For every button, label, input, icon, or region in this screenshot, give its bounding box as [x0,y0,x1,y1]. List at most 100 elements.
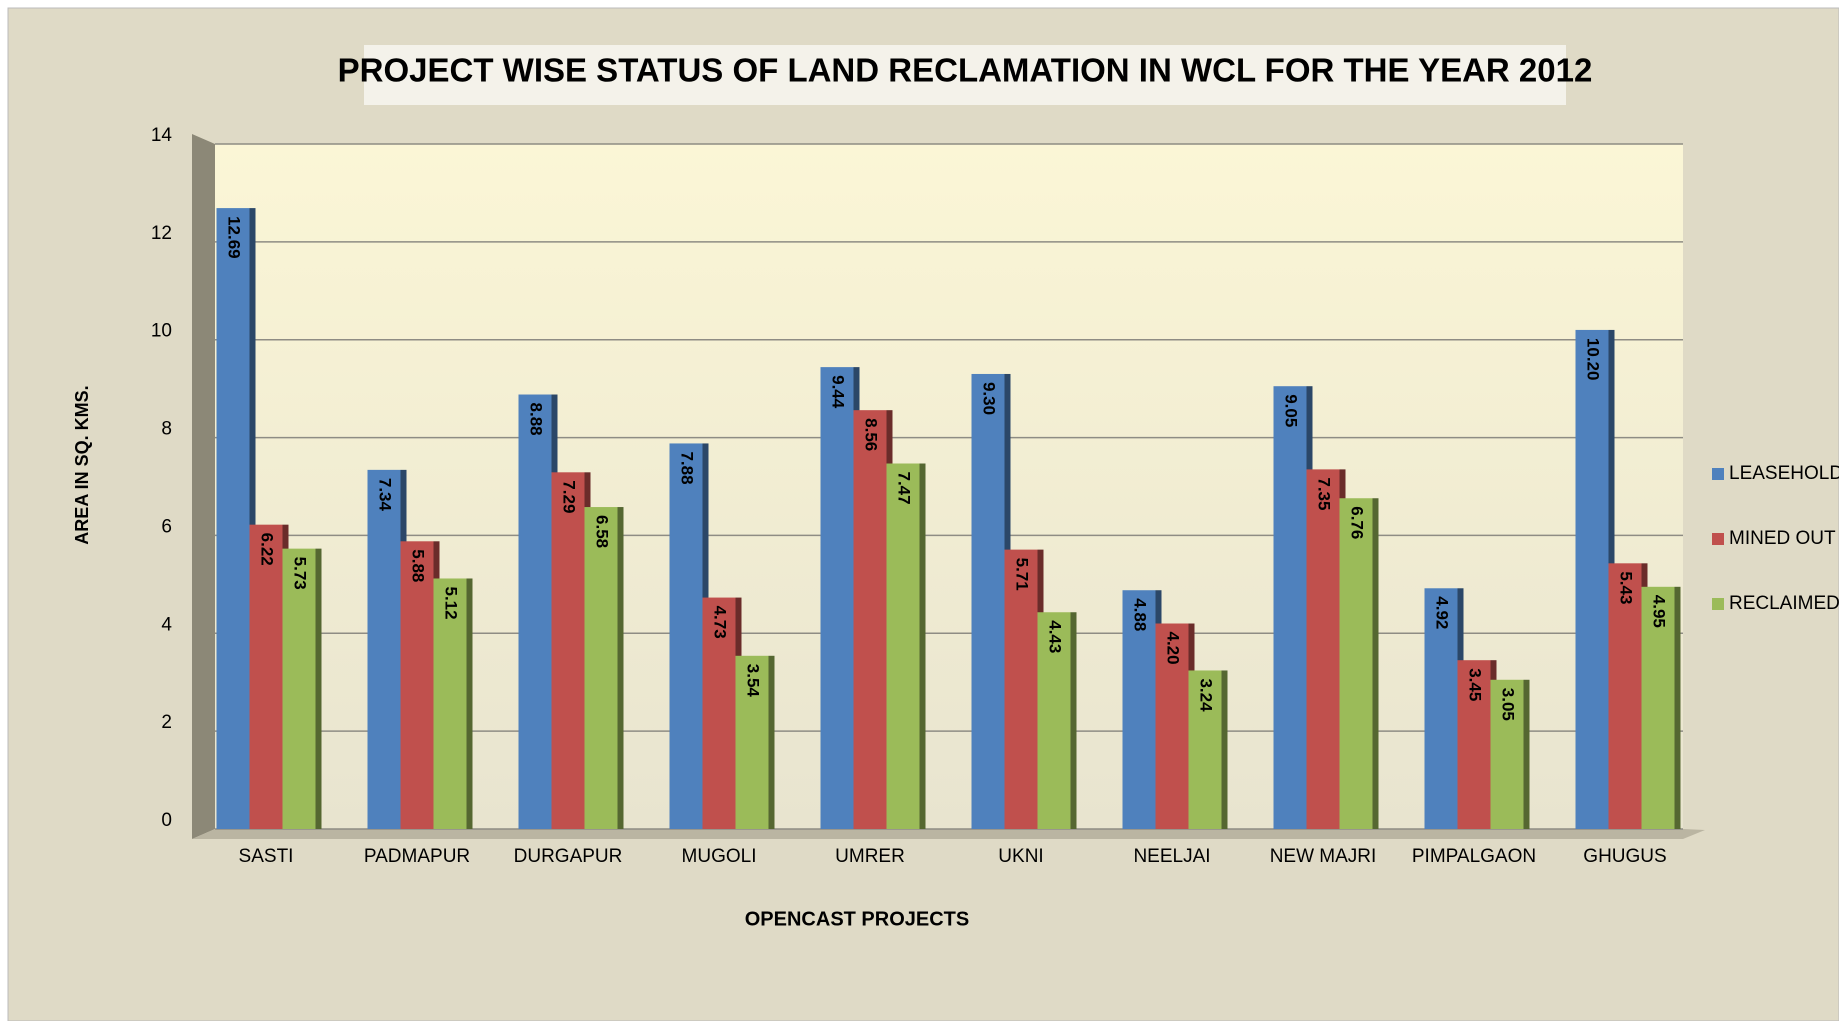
data-label: 7.29 [560,480,579,513]
data-label: 4.95 [1650,595,1669,628]
legend-swatch [1712,468,1724,480]
legend-label: MINED OUT [1729,528,1836,549]
bar-side [1221,670,1228,829]
x-tick-label: DURGAPUR [514,846,623,867]
data-label: 9.44 [829,375,848,409]
legend-label: RECLAIMED [1729,593,1839,614]
bar-side [919,463,926,829]
data-label: 5.12 [442,586,461,619]
data-label: 4.73 [711,606,730,639]
data-label: 4.88 [1131,598,1150,631]
bar-side [466,578,473,829]
bar [702,597,736,829]
data-label: 5.71 [1013,558,1032,591]
data-label: 3.24 [1197,678,1216,712]
legend-swatch [1712,533,1724,545]
y-tick-label: 10 [151,321,172,342]
legend-label: LEASEHOLD [1729,463,1839,484]
x-tick-label: PIMPALGAON [1412,846,1536,867]
bar [971,373,1005,829]
data-label: 7.34 [376,478,395,512]
bar-side [1523,679,1530,829]
data-label: 6.58 [593,515,612,548]
x-tick-label: GHUGUS [1583,846,1666,867]
bar [1424,588,1458,829]
bar-side [249,208,256,829]
x-tick-label: NEW MAJRI [1270,846,1377,867]
data-label: 3.45 [1466,668,1485,701]
y-tick-label: 8 [161,419,172,440]
x-tick-label: UKNI [998,846,1043,867]
title-box [364,45,1566,105]
data-label: 5.73 [291,557,310,590]
y-tick-label: 12 [151,223,172,244]
bar [367,469,401,829]
bar [551,472,585,829]
data-label: 5.88 [409,549,428,582]
bar [1457,660,1491,829]
bar [1575,329,1609,829]
data-label: 4.92 [1433,596,1452,629]
data-label: 9.05 [1282,394,1301,427]
x-tick-label: NEELJAI [1133,846,1210,867]
data-label: 3.54 [744,664,763,698]
data-label: 12.69 [225,216,244,259]
data-label: 4.43 [1046,620,1065,653]
x-axis-label: OPENCAST PROJECTS [745,908,969,930]
data-label: 6.76 [1348,506,1367,539]
data-label: 4.20 [1164,632,1183,665]
bar-side [1070,612,1077,829]
data-label: 10.20 [1584,338,1603,381]
chart-title: PROJECT WISE STATUS OF LAND RECLAMATION … [338,52,1593,89]
bar [1641,586,1675,829]
bar-side [617,507,624,829]
bar [1122,590,1156,829]
bar [282,548,316,829]
data-label: 5.43 [1617,571,1636,604]
bar [1339,498,1373,829]
floor [192,829,1705,839]
bar [853,410,887,829]
x-tick-label: SASTI [239,846,294,867]
bar [1155,623,1189,829]
bar [518,394,552,829]
bar [216,208,250,829]
data-label: 3.05 [1499,688,1518,721]
bar-side [768,655,775,829]
data-label: 7.47 [895,472,914,505]
bar [735,655,769,829]
x-tick-label: PADMAPUR [364,846,470,867]
y-axis-label: AREA IN SQ. KMS. [72,385,92,544]
bar-side [1674,586,1681,829]
bar [1037,612,1071,829]
y-tick-label: 6 [161,516,172,537]
bar [400,541,434,829]
y-tick-label: 0 [161,810,172,831]
data-label: 7.88 [678,451,697,484]
bar [584,507,618,829]
y-tick-label: 4 [161,614,172,635]
bar [1188,670,1222,829]
data-label: 7.35 [1315,477,1334,510]
y-tick-label: 14 [151,125,173,146]
data-label: 9.30 [980,382,999,415]
bar [886,463,920,829]
bar-side [315,548,322,829]
x-tick-label: UMRER [835,846,905,867]
bar [1490,679,1524,829]
data-label: 8.56 [862,418,881,451]
wall-side [192,134,215,839]
bar-side [1372,498,1379,829]
bar [249,524,283,829]
data-label: 6.22 [258,533,277,566]
x-tick-label: MUGOLI [682,846,757,867]
bar [820,367,854,829]
bar [1273,386,1307,829]
bar [1608,563,1642,829]
bar [1004,549,1038,829]
data-label: 8.88 [527,403,546,436]
bar [669,443,703,829]
bar [433,578,467,829]
y-tick-label: 2 [161,712,172,733]
